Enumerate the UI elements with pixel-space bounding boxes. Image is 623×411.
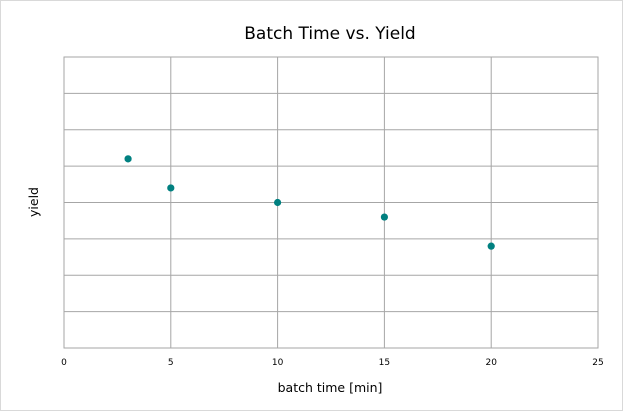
data-point	[487, 242, 495, 250]
x-tick-labels: 0 5 10 15 20 25	[61, 358, 604, 368]
data-point	[274, 198, 282, 207]
x-tick-label: 15	[379, 358, 390, 368]
data-point	[167, 184, 175, 192]
plot-area	[63, 56, 599, 349]
x-tick-label: 0	[61, 358, 67, 368]
data-point	[124, 155, 132, 163]
y-axis-label: yield	[26, 187, 41, 217]
x-tick-label: 25	[592, 358, 603, 368]
data-points	[124, 155, 495, 250]
gridlines	[64, 57, 598, 348]
chart-title: Batch Time vs. Yield	[244, 24, 415, 44]
data-point	[380, 213, 388, 221]
x-axis-label: batch time [min]	[278, 380, 383, 395]
x-tick-label: 10	[272, 358, 284, 368]
x-tick-label: 5	[168, 358, 174, 368]
x-tick-label: 20	[485, 358, 497, 368]
